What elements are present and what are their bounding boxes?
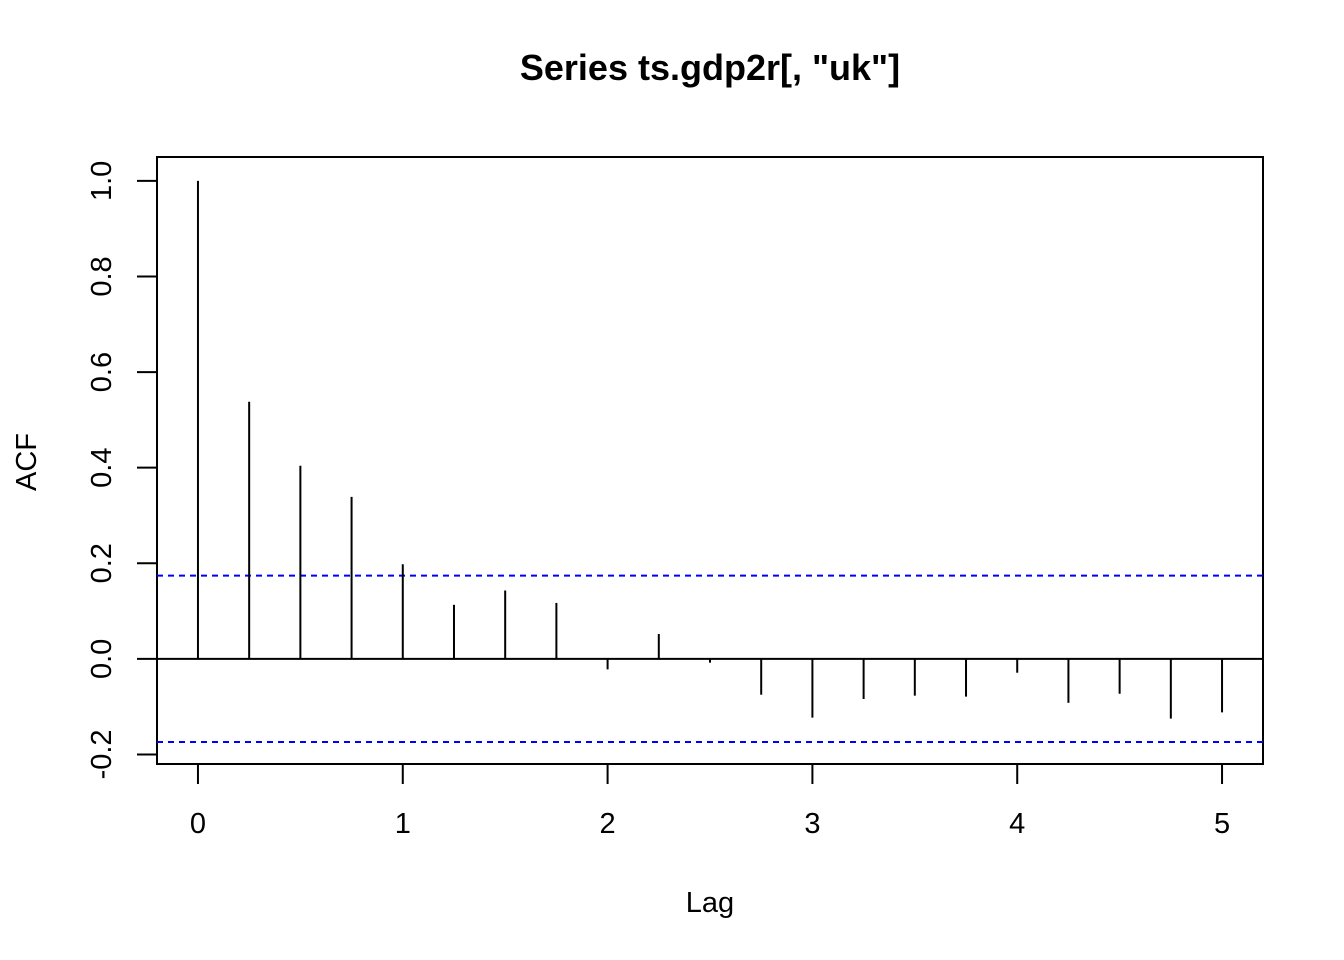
y-tick-label: 0.8: [86, 256, 118, 296]
chart-title: Series ts.gdp2r[, "uk"]: [520, 47, 900, 88]
plot-frame: [156, 156, 1264, 765]
x-tick-label: 3: [804, 808, 820, 840]
y-tick-label: 0.2: [86, 543, 118, 583]
x-tick-label: 4: [1009, 808, 1025, 840]
y-tick-label: 0.4: [86, 448, 118, 488]
x-tick-label: 2: [600, 808, 616, 840]
x-tick-label: 1: [395, 808, 411, 840]
y-tick-label: 1.0: [86, 161, 118, 201]
y-tick-label: -0.2: [86, 729, 118, 779]
y-tick-label: 0.6: [86, 352, 118, 392]
x-axis-label: Lag: [686, 887, 734, 919]
y-axis-label: ACF: [11, 433, 43, 491]
x-tick-label: 0: [190, 808, 206, 840]
x-tick-label: 5: [1214, 808, 1230, 840]
y-tick-label: 0.0: [86, 639, 118, 679]
